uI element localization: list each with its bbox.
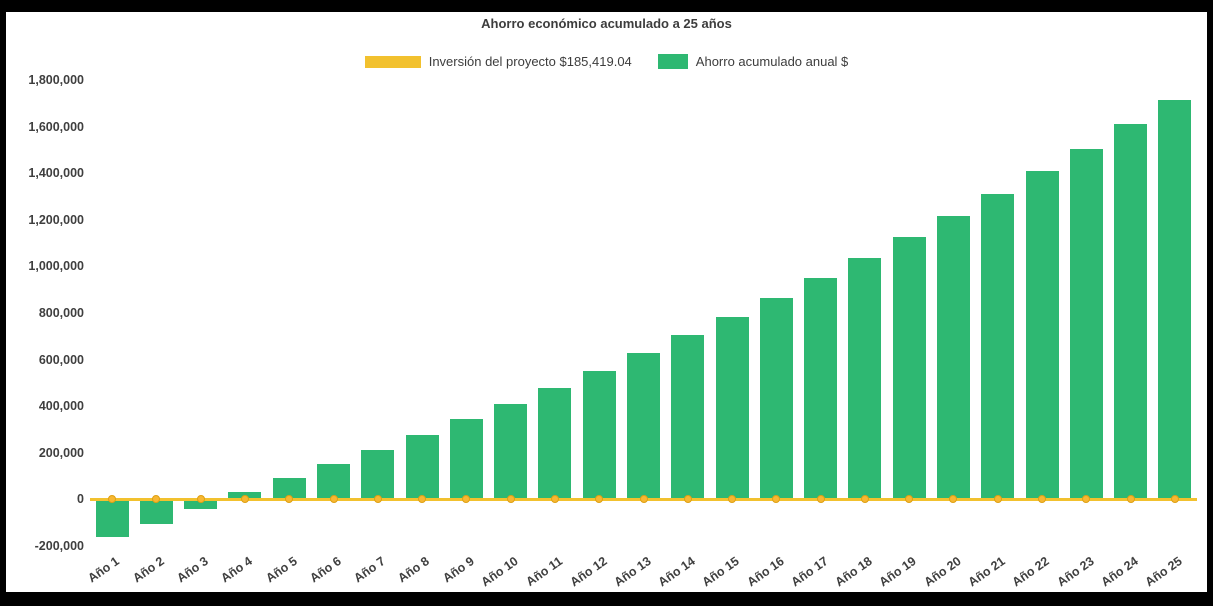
bar-año-24: [1114, 124, 1148, 500]
y-tick-label: 1,000,000: [28, 259, 84, 274]
bar-año-6: [317, 464, 351, 500]
legend: Inversión del proyecto $185,419.04 Ahorr…: [6, 54, 1207, 69]
x-tick-label: Año 13: [611, 554, 654, 590]
bar-año-11: [538, 387, 572, 500]
x-tick-label: Año 16: [744, 554, 787, 590]
y-tick-label: 800,000: [38, 306, 84, 320]
y-tick-label: 200,000: [38, 445, 84, 460]
investment-point: [506, 495, 515, 504]
chart-surface: Ahorro económico acumulado a 25 años Inv…: [6, 12, 1207, 592]
investment-point: [1126, 495, 1135, 504]
x-tick-label: Año 2: [129, 554, 167, 586]
x-tick-label: Año 10: [478, 554, 521, 590]
bar-año-22: [1025, 170, 1059, 500]
legend-label-savings: Ahorro acumulado anual $: [695, 54, 849, 69]
bar-año-14: [671, 335, 705, 500]
investment-point: [196, 495, 205, 504]
bar-año-23: [1069, 148, 1103, 500]
y-tick-label: 1,600,000: [28, 119, 84, 134]
investment-point: [550, 495, 559, 504]
investment-point: [639, 495, 648, 504]
investment-point: [595, 495, 604, 504]
y-tick-label: 600,000: [38, 352, 84, 367]
investment-point: [683, 495, 692, 504]
investment-point: [373, 495, 382, 504]
bar-año-7: [361, 450, 395, 500]
investment-point: [285, 495, 294, 504]
bar-año-8: [405, 435, 439, 500]
bar-año-2: [139, 499, 173, 524]
investment-point: [329, 495, 338, 504]
x-tick-label: Año 22: [1009, 554, 1053, 590]
investment-point: [108, 495, 117, 504]
x-tick-label: Año 3: [174, 554, 211, 586]
x-tick-label: Año 21: [965, 554, 1008, 590]
plot-area: [90, 80, 1197, 546]
y-axis-labels: -200,000 0 200,000 400,000 600,000 800,000 1,0…: [6, 73, 84, 553]
x-tick-label: Año 1: [85, 554, 123, 586]
investment-point: [905, 495, 914, 504]
y-tick-label: 1,400,000: [28, 166, 84, 181]
x-tick-label: Año 14: [655, 554, 698, 590]
y-tick-label: 400,000: [38, 399, 84, 414]
bar-año-15: [715, 316, 749, 500]
bar-año-25: [1158, 99, 1192, 500]
x-tick-label: Año 25: [1142, 554, 1185, 590]
legend-label-investment: Inversión del proyecto $185,419.04: [428, 54, 632, 69]
investment-point: [1170, 495, 1179, 504]
y-tick-label: 1,800,000: [28, 73, 84, 87]
investment-point: [240, 495, 249, 504]
investment-point: [1038, 495, 1047, 504]
investment-line-swatch: [364, 55, 421, 68]
x-tick-label: Año 17: [788, 554, 831, 590]
x-tick-label: Año 6: [307, 554, 344, 586]
x-tick-label: Año 11: [523, 554, 565, 589]
y-tick-label: -200,000: [34, 539, 84, 553]
x-tick-label: Año 8: [395, 554, 433, 586]
bar-año-12: [582, 371, 616, 500]
investment-point: [860, 495, 869, 504]
x-axis-labels: Año 1 Año 2 Año 3 Año 4 Año 5 Año 6 Año 7 Año 8…: [86, 546, 1197, 592]
bar-año-21: [981, 194, 1015, 500]
legend-item-investment: Inversión del proyecto $185,419.04: [364, 54, 632, 69]
x-tick-label: Año 24: [1098, 554, 1141, 590]
investment-point: [418, 495, 427, 504]
x-tick-label: Año 15: [699, 554, 743, 590]
x-tick-label: Año 7: [351, 554, 388, 586]
investment-point: [772, 495, 781, 504]
x-tick-label: Año 4: [218, 554, 255, 586]
chart-title: Ahorro económico acumulado a 25 años: [481, 16, 732, 31]
bar-año-19: [892, 237, 926, 500]
investment-point: [993, 495, 1002, 504]
investment-point: [949, 495, 958, 504]
bar-año-18: [848, 258, 882, 500]
bar-año-17: [804, 278, 838, 500]
bar-año-3: [184, 499, 218, 509]
bar-año-16: [759, 297, 793, 500]
investment-point: [816, 495, 825, 504]
bar-año-10: [494, 403, 528, 500]
bar-año-5: [272, 478, 306, 500]
savings-bar-swatch: [657, 54, 688, 69]
investment-point: [462, 495, 471, 504]
y-tick-label: 0: [77, 492, 84, 507]
legend-item-savings: Ahorro acumulado anual $: [657, 54, 849, 69]
investment-point: [152, 495, 161, 504]
x-tick-label: Año 19: [877, 554, 920, 590]
y-tick-label: 1,200,000: [28, 212, 84, 227]
investment-point: [1082, 495, 1091, 504]
x-tick-label: Año 9: [439, 554, 477, 586]
bar-año-9: [449, 419, 483, 500]
investment-point: [728, 495, 737, 504]
bar-año-13: [627, 352, 660, 500]
x-tick-label: Año 5: [262, 554, 300, 586]
x-tick-label: Año 12: [567, 554, 610, 590]
bar-año-20: [936, 216, 970, 500]
bar-año-1: [95, 499, 129, 537]
x-tick-label: Año 23: [1054, 554, 1097, 590]
x-tick-label: Año 18: [832, 554, 875, 590]
x-tick-label: Año 20: [921, 554, 964, 590]
